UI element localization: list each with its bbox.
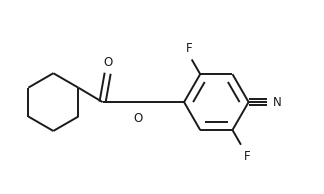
- Text: O: O: [133, 112, 143, 125]
- Text: F: F: [244, 150, 251, 163]
- Text: F: F: [186, 42, 193, 55]
- Text: O: O: [103, 56, 112, 69]
- Text: N: N: [273, 96, 282, 109]
